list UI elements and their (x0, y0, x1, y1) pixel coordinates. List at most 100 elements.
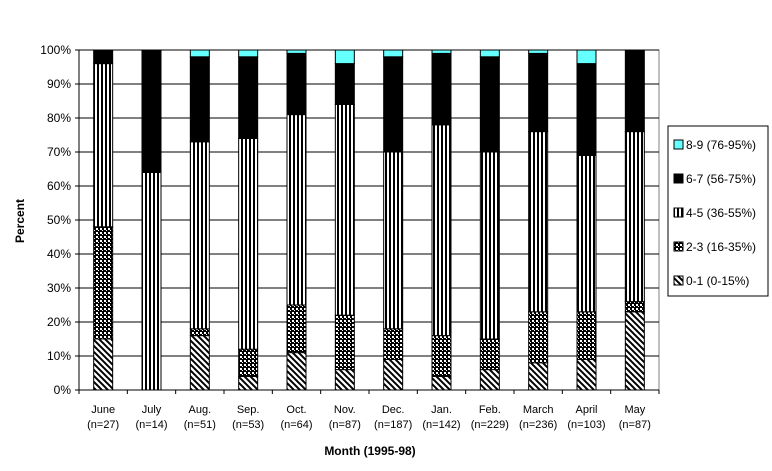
bar-segment (238, 137, 259, 350)
x-tick-label-n: (n=14) (135, 419, 167, 431)
x-tick-label-n: (n=51) (184, 419, 216, 431)
bar-segment (624, 131, 645, 303)
bar-segment (624, 311, 645, 391)
x-tick-label-n: (n=87) (619, 419, 651, 431)
bar-segment (286, 352, 307, 391)
x-tick-label-month: Feb. (479, 404, 501, 416)
bar-segment (383, 151, 404, 330)
y-tick-label: 90% (47, 77, 71, 91)
bar-segment (383, 358, 404, 391)
bar-segment (479, 338, 500, 371)
bar-segment (189, 335, 210, 391)
x-tick-label-n: (n=64) (280, 419, 312, 431)
legend: 8-9 (76-95%) 6-7 (56-75%) 4-5 (36-55%) 2-3 … (667, 125, 769, 297)
bar-segment (528, 311, 549, 364)
x-tick-label-n: (n=142) (422, 419, 460, 431)
bar-segment (528, 362, 549, 391)
y-axis-title: Percent (13, 199, 27, 243)
y-tick-label: 70% (47, 145, 71, 159)
y-tick-label: 20% (47, 315, 71, 329)
bar-segment (576, 49, 597, 65)
x-tick-label-month: April (575, 404, 597, 416)
bar-segment (431, 124, 452, 337)
bar-segment (238, 49, 259, 58)
bar-segment (189, 141, 210, 330)
bar-segment (238, 375, 259, 391)
bar-segment (624, 49, 645, 133)
bar-segment (286, 304, 307, 354)
bar-segment (479, 151, 500, 340)
bar-segment (528, 131, 549, 313)
legend-swatch (673, 173, 684, 184)
bar-segment (334, 314, 355, 371)
x-tick-label-month: June (91, 404, 115, 416)
x-tick-label-n: (n=187) (374, 419, 412, 431)
legend-label: 6-7 (56-75%) (686, 172, 756, 186)
bar-segment (431, 52, 452, 126)
plot-area (78, 49, 660, 391)
x-tick-label-n: (n=27) (87, 419, 119, 431)
bar-segment (286, 52, 307, 116)
bar-segment (238, 348, 259, 377)
x-tick-label-month: May (624, 404, 645, 416)
legend-label: 2-3 (16-35%) (686, 240, 756, 254)
y-tick-label: 80% (47, 111, 71, 125)
bar-segment (431, 375, 452, 391)
legend-swatch (673, 275, 684, 286)
bar-segment (286, 114, 307, 306)
bar-segment (479, 49, 500, 58)
bar-segment (334, 49, 355, 65)
x-tick-label-month: Jan. (431, 404, 452, 416)
x-tick-label-n: (n=87) (329, 419, 361, 431)
bar-segment (431, 335, 452, 377)
bars (93, 49, 645, 391)
legend-swatch (673, 139, 684, 150)
bar-segment (141, 171, 162, 391)
x-tick-label-month: Nov. (334, 404, 356, 416)
bar-segment (141, 49, 162, 173)
bar-segment (624, 301, 645, 313)
legend-label: 8-9 (76-95%) (686, 138, 756, 152)
legend-label: 0-1 (0-15%) (686, 274, 749, 288)
legend-box (667, 125, 769, 297)
y-tick-label: 30% (47, 281, 71, 295)
bar-segment (383, 49, 404, 58)
y-tick-label: 0% (54, 383, 72, 397)
bar-segment (93, 63, 114, 228)
y-tick-label: 100% (40, 43, 71, 57)
bar-segment (286, 49, 307, 54)
legend-swatch (673, 207, 684, 218)
x-tick-label-month: Aug. (189, 404, 212, 416)
bar-segment (576, 358, 597, 391)
bar-segment (528, 52, 549, 133)
x-tick-label-month: Dec. (382, 404, 405, 416)
bar-segment (189, 328, 210, 337)
x-tick-label-month: Sep. (237, 404, 260, 416)
legend-label: 4-5 (36-55%) (686, 206, 756, 220)
bar-segment (334, 63, 355, 105)
y-tick-label: 60% (47, 179, 71, 193)
x-axis-title: Month (1995-98) (324, 444, 415, 458)
bar-segment (93, 338, 114, 391)
bar-segment (189, 56, 210, 143)
y-tick-label: 50% (47, 213, 71, 227)
x-axis: June (n=27) July (n=14) Aug. (n=51) Sep. (n=53)… (78, 389, 660, 431)
x-tick-label-month: March (523, 404, 554, 416)
bar-segment (189, 49, 210, 58)
bar-segment (93, 49, 114, 65)
x-tick-label-month: July (142, 404, 162, 416)
bar-segment (238, 56, 259, 139)
bar-segment (479, 56, 500, 153)
x-tick-label-n: (n=53) (232, 419, 264, 431)
bar-segment (576, 311, 597, 360)
bar-segment (334, 103, 355, 316)
bar-segment (576, 154, 597, 313)
x-tick-label-n: (n=229) (471, 419, 509, 431)
x-tick-label-month: Oct. (286, 404, 306, 416)
y-axis: 0% 10% 20% 30% 40% 50% 60% 70% 80% 90% 100% (40, 43, 80, 397)
legend-swatch (673, 241, 684, 252)
bar-segment (334, 369, 355, 391)
x-tick-label-n: (n=103) (567, 419, 605, 431)
bar-segment (479, 369, 500, 391)
